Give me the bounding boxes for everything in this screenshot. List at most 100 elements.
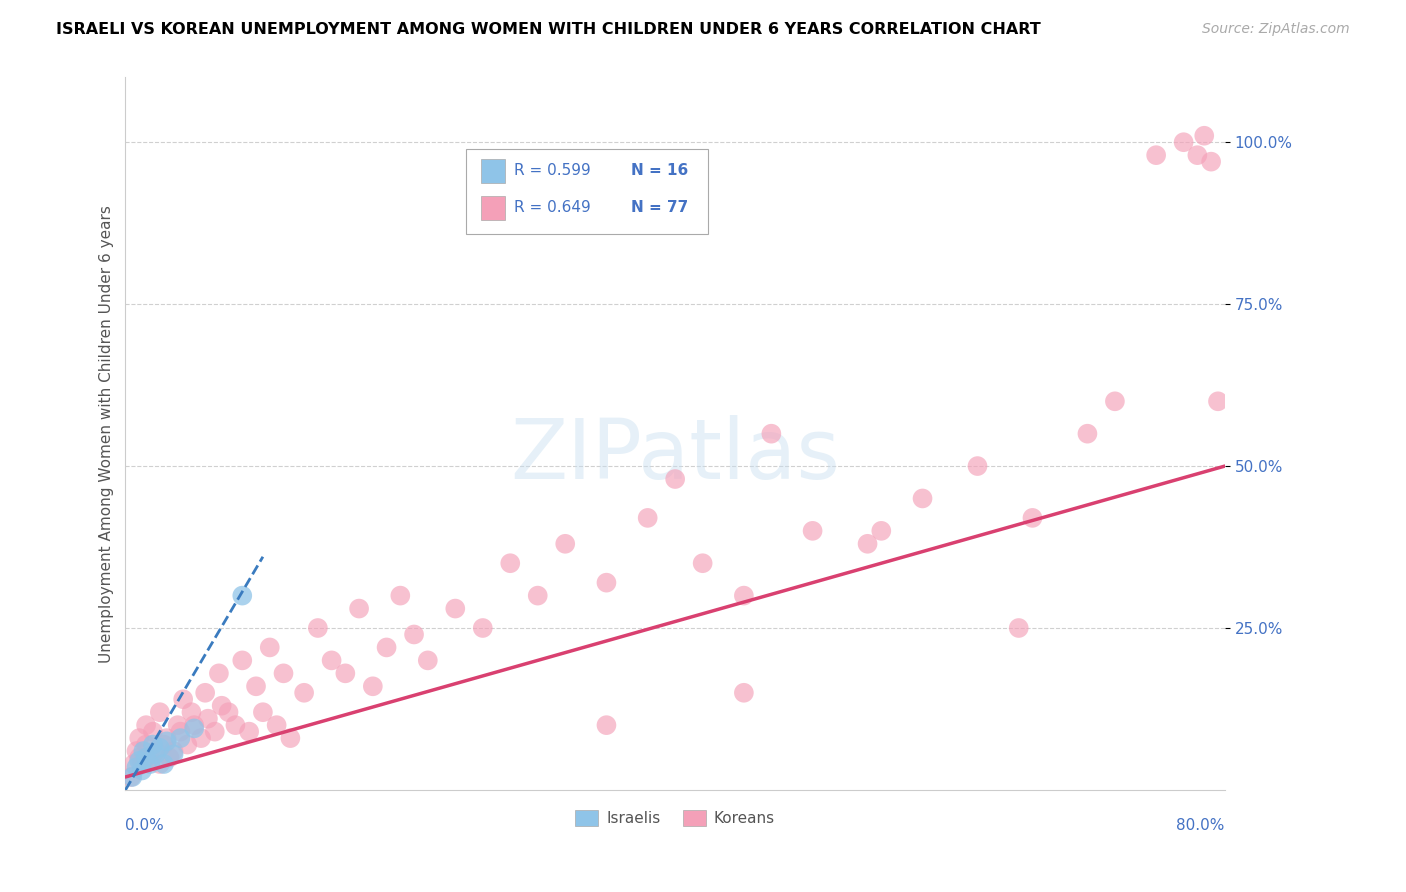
Point xyxy=(1173,135,1195,149)
Point xyxy=(180,705,202,719)
Point xyxy=(145,747,167,762)
Point xyxy=(266,718,288,732)
Point xyxy=(238,724,260,739)
Text: ISRAELI VS KOREAN UNEMPLOYMENT AMONG WOMEN WITH CHILDREN UNDER 6 YEARS CORRELATI: ISRAELI VS KOREAN UNEMPLOYMENT AMONG WOM… xyxy=(56,22,1040,37)
Point xyxy=(156,731,179,745)
Point xyxy=(156,734,179,748)
Point xyxy=(183,722,205,736)
Point xyxy=(128,750,150,764)
Point xyxy=(139,750,162,764)
Text: N = 16: N = 16 xyxy=(631,163,689,178)
Point xyxy=(1008,621,1031,635)
FancyBboxPatch shape xyxy=(481,196,505,220)
Point xyxy=(121,770,143,784)
Point xyxy=(1199,154,1222,169)
FancyBboxPatch shape xyxy=(481,160,505,183)
Point xyxy=(526,589,548,603)
Point xyxy=(131,764,153,778)
Point xyxy=(132,744,155,758)
Point xyxy=(176,738,198,752)
Point xyxy=(1187,148,1209,162)
Point xyxy=(149,705,172,719)
Point xyxy=(145,744,167,758)
Point xyxy=(273,666,295,681)
Point xyxy=(1206,394,1229,409)
Point xyxy=(637,511,659,525)
Point xyxy=(131,757,153,772)
Point xyxy=(194,686,217,700)
Point xyxy=(139,757,162,772)
Point xyxy=(125,744,148,758)
Point xyxy=(554,537,576,551)
Text: R = 0.649: R = 0.649 xyxy=(513,201,591,215)
Point xyxy=(375,640,398,655)
Point xyxy=(1144,148,1167,162)
Point xyxy=(733,589,755,603)
Point xyxy=(402,627,425,641)
Point xyxy=(128,754,150,768)
Point xyxy=(321,653,343,667)
Point xyxy=(172,692,194,706)
Point xyxy=(183,718,205,732)
Text: ZIPatlas: ZIPatlas xyxy=(510,415,841,496)
Point xyxy=(911,491,934,506)
Point xyxy=(1076,426,1098,441)
Point xyxy=(307,621,329,635)
Point xyxy=(142,724,165,739)
Point xyxy=(162,747,184,762)
Point xyxy=(280,731,302,745)
Point xyxy=(135,750,157,764)
Point xyxy=(761,426,783,441)
Point xyxy=(499,556,522,570)
Point xyxy=(595,718,617,732)
Point xyxy=(664,472,686,486)
Point xyxy=(218,705,240,719)
Point xyxy=(197,712,219,726)
Point xyxy=(162,744,184,758)
Point xyxy=(1194,128,1216,143)
Text: R = 0.599: R = 0.599 xyxy=(513,163,591,178)
Point xyxy=(128,731,150,745)
Point xyxy=(211,698,233,713)
Point xyxy=(335,666,357,681)
Text: N = 77: N = 77 xyxy=(631,201,689,215)
Point xyxy=(361,679,384,693)
Point xyxy=(142,738,165,752)
Point xyxy=(153,738,176,752)
Point xyxy=(595,575,617,590)
Point xyxy=(870,524,893,538)
Point xyxy=(159,750,181,764)
Point xyxy=(208,666,231,681)
Point xyxy=(733,686,755,700)
Text: Source: ZipAtlas.com: Source: ZipAtlas.com xyxy=(1202,22,1350,37)
Point xyxy=(204,724,226,739)
Point xyxy=(231,653,253,667)
Point xyxy=(292,686,315,700)
Point xyxy=(122,757,145,772)
Point xyxy=(231,589,253,603)
Point xyxy=(135,738,157,752)
Point xyxy=(444,601,467,615)
Point xyxy=(224,718,246,732)
Legend: Israelis, Koreans: Israelis, Koreans xyxy=(569,804,780,832)
Point xyxy=(120,770,142,784)
Point xyxy=(252,705,274,719)
Point xyxy=(1021,511,1043,525)
Point xyxy=(149,740,172,755)
Point xyxy=(692,556,714,570)
Point xyxy=(125,760,148,774)
Point xyxy=(471,621,494,635)
Point xyxy=(966,458,988,473)
Point xyxy=(169,731,191,745)
FancyBboxPatch shape xyxy=(467,149,709,235)
Point xyxy=(389,589,412,603)
Point xyxy=(856,537,879,551)
Point xyxy=(1104,394,1126,409)
Point xyxy=(169,724,191,739)
Point xyxy=(149,757,172,772)
Point xyxy=(801,524,824,538)
Text: 80.0%: 80.0% xyxy=(1177,819,1225,833)
Point xyxy=(190,731,212,745)
Point xyxy=(259,640,281,655)
Point xyxy=(135,718,157,732)
